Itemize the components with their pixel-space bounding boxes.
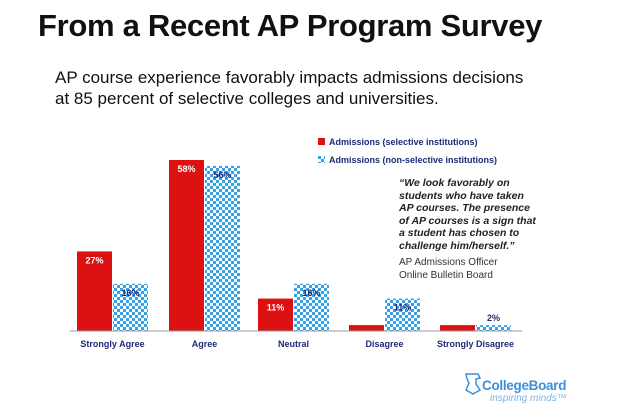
category-label-4: Strongly Disagree	[437, 339, 514, 349]
bar-selective-4	[440, 325, 475, 331]
bar-non-selective-2	[294, 283, 329, 331]
page-title: From a Recent AP Program Survey	[38, 8, 543, 43]
bar-label-selective-1: 58%	[177, 164, 195, 174]
attribution-line2: Online Bulletin Board	[399, 269, 493, 281]
legend-label-1: Admissions (non-selective institutions)	[329, 155, 497, 165]
bar-label-non-selective-0: 16%	[121, 288, 139, 298]
category-label-1: Agree	[192, 339, 218, 349]
bar-label-non-selective-4: 2%	[487, 313, 500, 323]
bar-label-selective-0: 27%	[85, 255, 103, 265]
bar-label-selective-2: 11%	[267, 303, 285, 313]
bar-label-non-selective-2: 16%	[302, 288, 320, 298]
category-label-3: Disagree	[365, 339, 403, 349]
quote-attribution: AP Admissions Officer Online Bulletin Bo…	[399, 257, 559, 282]
category-label-0: Strongly Agree	[80, 339, 144, 349]
bar-selective-0	[77, 251, 112, 331]
bar-selective-2	[258, 298, 293, 331]
legend-swatch-1	[318, 156, 325, 163]
legend-label-0: Admissions (selective institutions)	[329, 137, 478, 147]
chart-bars: 27% 58% 11% 16% 56% 16% 11% 2%	[77, 160, 511, 331]
logo-name: CollegeBoard	[482, 378, 567, 393]
bar-non-selective-0	[113, 283, 148, 331]
acorn-icon	[465, 373, 482, 395]
quote-text: “We look favorably on students who have …	[399, 177, 536, 252]
attribution-line1: AP Admissions Officer	[399, 257, 498, 268]
bar-label-non-selective-3: 11%	[394, 303, 412, 313]
category-label-2: Neutral	[278, 339, 309, 349]
logo-tagline: inspiring minds™	[490, 393, 567, 404]
chart-legend: Admissions (selective institutions) Admis…	[318, 137, 497, 165]
bar-selective-1	[169, 160, 204, 331]
bar-non-selective-3	[385, 298, 420, 331]
page-subtitle: AP course experience favorably impacts a…	[55, 68, 524, 108]
bar-non-selective-1	[205, 165, 240, 331]
collegeboard-logo: CollegeBoard inspiring minds™	[460, 368, 570, 405]
bar-label-non-selective-1: 56%	[213, 170, 231, 180]
chart-category-labels: Strongly Agree Agree Neutral Disagree Strong…	[80, 339, 514, 349]
legend-swatch-0	[318, 138, 325, 145]
bar-non-selective-4	[476, 325, 511, 331]
bar-selective-3	[349, 325, 384, 331]
